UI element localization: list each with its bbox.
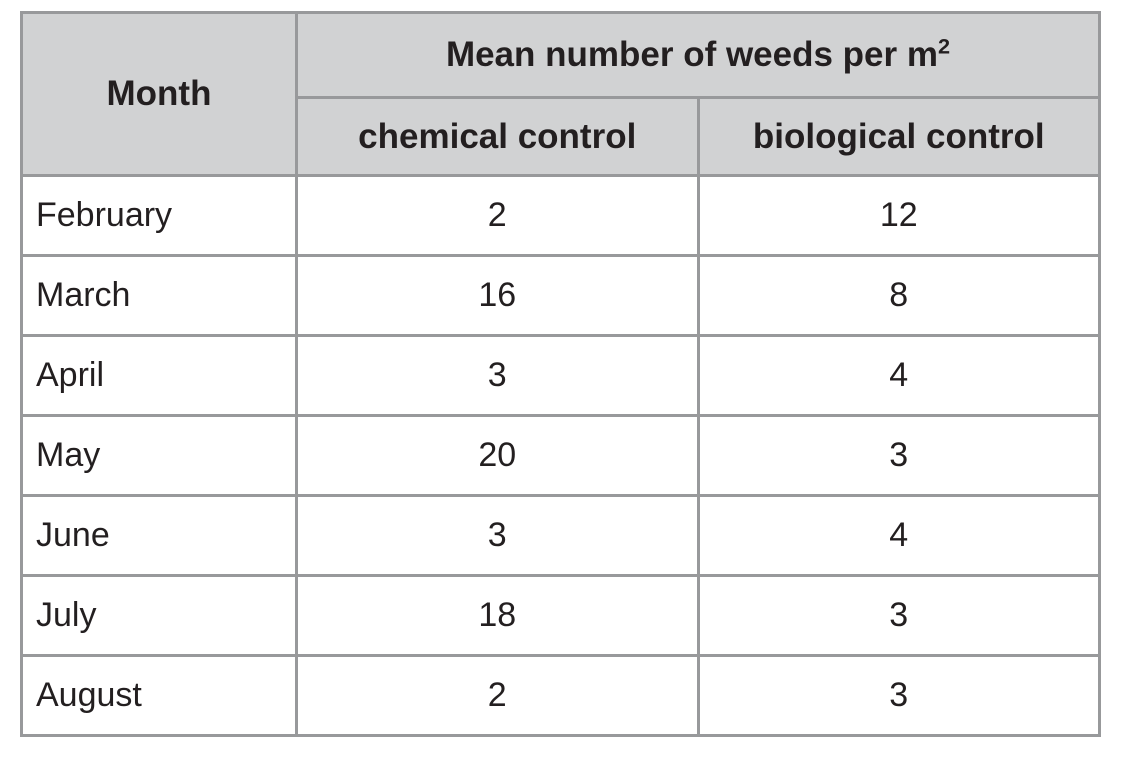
group-header-text: Mean number of weeds per m [445, 35, 938, 74]
table-body: February 2 12 March 16 8 April 3 4 May 2… [20, 174, 1101, 737]
table-row: May 20 3 [20, 414, 1101, 497]
biological-value-cell: 4 [696, 334, 1101, 417]
table-header: Month Mean number of weeds per m2 chemic… [20, 11, 1101, 177]
biological-value-cell: 3 [696, 654, 1101, 737]
chemical-value-cell: 2 [295, 174, 700, 257]
month-cell: August [20, 654, 298, 737]
table-row: July 18 3 [20, 574, 1101, 657]
weeds-data-table: Month Mean number of weeds per m2 chemic… [20, 11, 1101, 737]
biological-value-cell: 12 [696, 174, 1101, 257]
chemical-value-cell: 20 [295, 414, 700, 497]
chemical-value-cell: 3 [295, 494, 700, 577]
chemical-control-header: chemical control [295, 96, 700, 177]
chemical-value-cell: 18 [295, 574, 700, 657]
biological-value-cell: 3 [696, 414, 1101, 497]
group-header-superscript: 2 [938, 33, 951, 59]
biological-value-cell: 3 [696, 574, 1101, 657]
biological-control-header: biological control [696, 96, 1101, 177]
month-cell: April [20, 334, 298, 417]
biological-value-cell: 4 [696, 494, 1101, 577]
month-cell: July [20, 574, 298, 657]
biological-value-cell: 8 [696, 254, 1101, 337]
month-cell: June [20, 494, 298, 577]
table-row: August 2 3 [20, 654, 1101, 737]
chemical-value-cell: 2 [295, 654, 700, 737]
month-cell: March [20, 254, 298, 337]
chemical-value-cell: 3 [295, 334, 700, 417]
group-column-header: Mean number of weeds per m2 [295, 11, 1101, 99]
table-row: June 3 4 [20, 494, 1101, 577]
table-row: March 16 8 [20, 254, 1101, 337]
month-column-header: Month [20, 11, 298, 177]
table-row: February 2 12 [20, 174, 1101, 257]
month-cell: February [20, 174, 298, 257]
chemical-value-cell: 16 [295, 254, 700, 337]
table-row: April 3 4 [20, 334, 1101, 417]
month-cell: May [20, 414, 298, 497]
